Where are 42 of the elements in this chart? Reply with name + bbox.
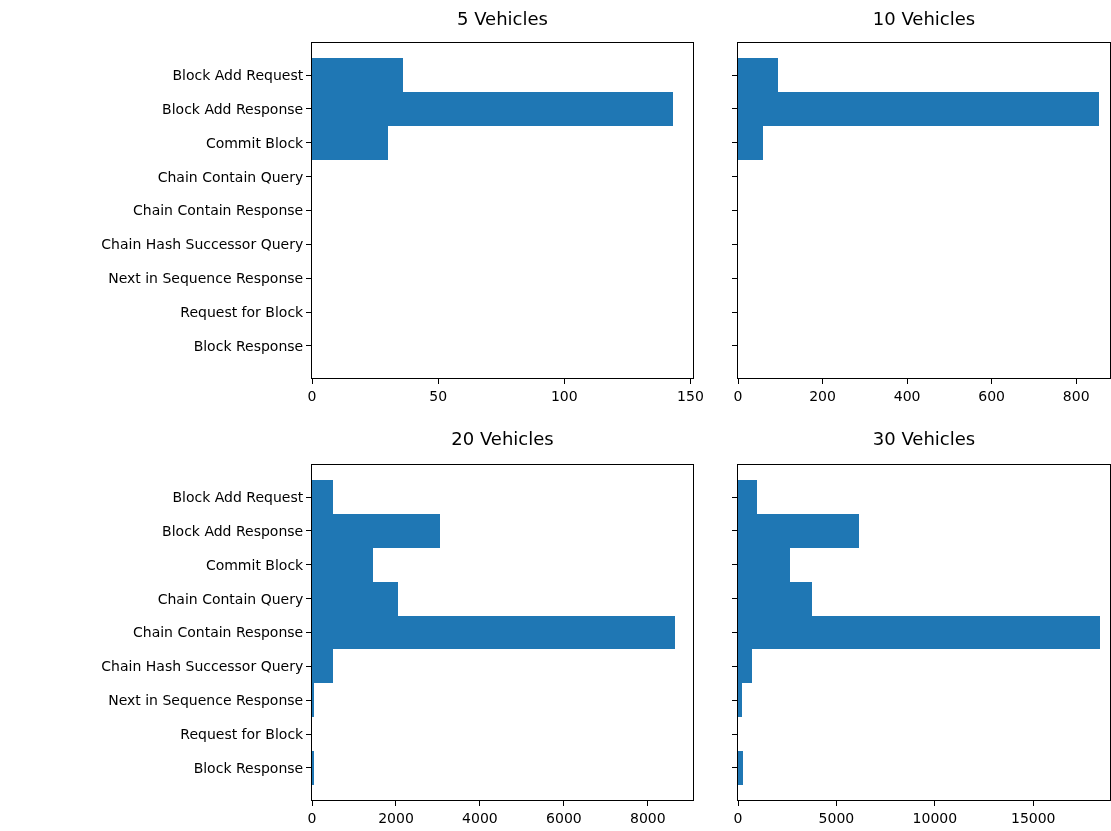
- y-tick-label: Chain Contain Query: [157, 590, 304, 607]
- y-tick-label: Chain Contain Response: [133, 202, 304, 219]
- x-tick-label: 0: [733, 387, 743, 404]
- x-tick-label: 150: [677, 387, 704, 404]
- x-tick-label: 50: [429, 387, 448, 404]
- chart-title: 10 Vehicles: [872, 7, 976, 29]
- y-tick-label: Next in Sequence Response: [108, 692, 304, 709]
- x-tick-label: 2000: [378, 809, 414, 826]
- y-tick-label: Next in Sequence Response: [108, 270, 304, 287]
- chart-title: 20 Vehicles: [451, 427, 554, 449]
- bar: [738, 750, 743, 785]
- chart-title: 30 Vehicles: [872, 427, 976, 449]
- y-tick-label: Request for Block: [180, 725, 305, 742]
- x-tick-label: 100: [550, 387, 578, 404]
- x-tick-label: 0: [307, 809, 317, 826]
- x-tick-label: 5000: [818, 809, 855, 826]
- x-tick-label: 400: [893, 387, 921, 404]
- x-tick-label: 8000: [630, 809, 666, 826]
- y-tick-label: Chain Contain Response: [133, 624, 304, 641]
- x-tick-label: 4000: [462, 809, 498, 826]
- y-tick-label: Block Add Response: [162, 100, 304, 117]
- x-tick-label: 0: [733, 809, 743, 826]
- x-tick-label: 600: [978, 387, 1006, 404]
- y-tick-label: Commit Block: [205, 556, 305, 573]
- y-tick-label: Block Add Request: [172, 489, 304, 506]
- y-tick-label: Block Add Response: [162, 522, 304, 539]
- y-tick-label: Block Add Request: [172, 67, 304, 84]
- y-tick-label: Chain Hash Successor Query: [101, 236, 304, 253]
- y-tick-label: Request for Block: [180, 303, 305, 320]
- x-tick-label: 200: [809, 387, 836, 404]
- x-tick-label: 800: [1062, 387, 1090, 404]
- x-tick-label: 15000: [1010, 809, 1056, 826]
- chart-title: 5 Vehicles: [457, 7, 548, 29]
- y-tick-label: Block Response: [193, 337, 304, 354]
- y-tick-label: Block Response: [193, 759, 304, 776]
- bar: [312, 750, 315, 785]
- y-tick-label: Chain Contain Query: [157, 168, 304, 185]
- x-tick-label: 6000: [546, 809, 582, 826]
- x-tick-label: 10000: [912, 809, 958, 826]
- x-tick-label: 0: [307, 387, 317, 404]
- y-tick-label: Commit Block: [205, 134, 305, 151]
- y-tick-label: Chain Hash Successor Query: [101, 658, 304, 675]
